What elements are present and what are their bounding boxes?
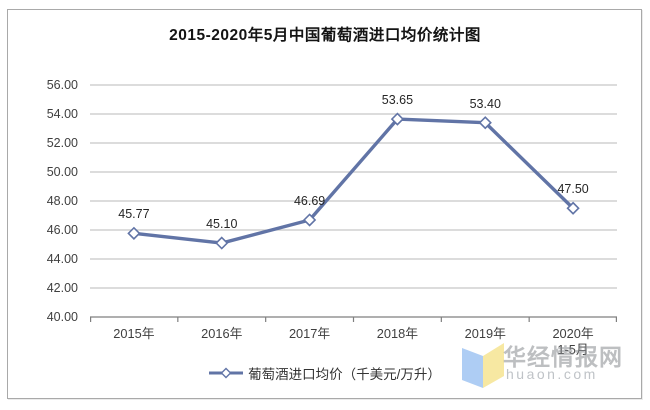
x-tick-label: 2016年 xyxy=(201,326,243,341)
x-tick-label: 2018年 xyxy=(376,326,419,341)
chart-title: 2015-2020年5月中国葡萄酒进口均价统计图 xyxy=(169,27,481,44)
data-point-label: 53.40 xyxy=(469,96,501,111)
y-tick-label: 56.00 xyxy=(46,78,78,92)
y-tick-label: 44.00 xyxy=(46,252,78,266)
data-point-label: 53.65 xyxy=(381,93,414,108)
x-tick-label: 2017年 xyxy=(288,326,331,341)
data-point-label: 46.69 xyxy=(293,193,326,208)
x-tick-label: 2015年 xyxy=(113,326,155,341)
data-point-label: 45.10 xyxy=(206,217,238,232)
y-tick-label: 54.00 xyxy=(46,107,78,121)
x-tick-label: 2019年 xyxy=(464,326,506,341)
data-point-label: 47.50 xyxy=(557,182,589,197)
x-tick-label: 2020年 1-5月 xyxy=(552,326,594,357)
plot-area xyxy=(90,84,618,322)
legend: 葡萄酒进口均价（千美元/万升） xyxy=(0,363,650,383)
y-tick-label: 52.00 xyxy=(46,136,78,150)
y-tick-label: 46.00 xyxy=(46,223,78,237)
legend-line-marker-icon xyxy=(209,367,244,379)
y-tick-label: 48.00 xyxy=(46,194,78,208)
y-tick-label: 50.00 xyxy=(46,165,78,179)
data-point-label: 45.77 xyxy=(118,207,150,222)
y-tick-label: 42.00 xyxy=(46,281,78,295)
y-tick-label: 40.00 xyxy=(46,310,78,324)
legend-series-label: 葡萄酒进口均价（千美元/万升） xyxy=(248,367,441,382)
